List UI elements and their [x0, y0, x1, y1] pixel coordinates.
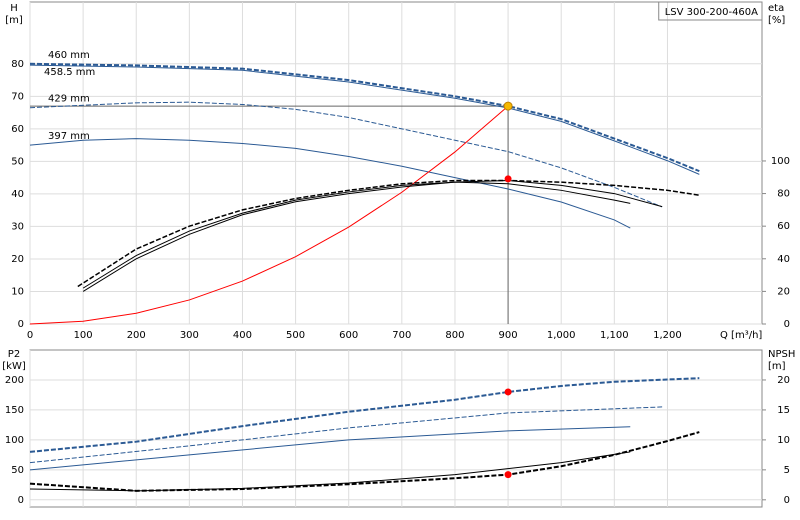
y-tick-label: 80	[11, 59, 24, 70]
y2-tick-label: 10	[777, 435, 790, 446]
curve	[29, 377, 700, 453]
y2-tick-label: 15	[777, 405, 790, 416]
y2-axis-label: eta	[768, 3, 784, 14]
curve	[29, 426, 631, 471]
y-axis-label: [kW]	[2, 361, 26, 372]
y2-axis-label: NPSH	[768, 349, 795, 360]
y-tick-label: 0	[18, 319, 24, 330]
x-tick-label: 0	[27, 330, 33, 341]
y-tick-label: 60	[11, 124, 24, 135]
curve-label: 458.5 mm	[44, 67, 95, 78]
operating-marker	[504, 471, 512, 479]
x-tick-label: 1,200	[653, 330, 682, 341]
curve-label: 460 mm	[48, 50, 90, 61]
x-tick-label: 400	[233, 330, 252, 341]
y2-axis-label: [%]	[768, 15, 785, 26]
y2-tick-label: 60	[777, 221, 790, 232]
y-tick-label: 150	[5, 405, 24, 416]
y-tick-label: 10	[11, 286, 24, 297]
operating-marker	[504, 175, 512, 183]
title-box	[658, 1, 763, 21]
y2-tick-label: 20	[777, 375, 790, 386]
x-tick-label: 600	[339, 330, 358, 341]
curve	[82, 181, 631, 292]
y-tick-label: 70	[11, 91, 24, 102]
x-tick-label: 200	[127, 330, 146, 341]
plot-area	[29, 1, 763, 325]
y-tick-label: 100	[5, 435, 24, 446]
operating-marker	[503, 101, 513, 111]
curve	[29, 138, 631, 229]
y-tick-label: 20	[11, 254, 24, 265]
curve	[82, 180, 663, 289]
y2-tick-label: 40	[777, 254, 790, 265]
x-tick-label: 300	[180, 330, 199, 341]
y-axis-label: P2	[8, 349, 20, 360]
y2-tick-label: 20	[777, 286, 790, 297]
y2-tick-label: 5	[784, 465, 790, 476]
plot-area	[29, 349, 763, 508]
y-axis-label: H	[10, 3, 18, 14]
curve	[29, 64, 700, 175]
y-tick-label: 40	[11, 189, 24, 200]
y2-axis-label: [m]	[768, 361, 786, 372]
curve	[29, 105, 509, 325]
operating-marker	[504, 388, 512, 396]
y-tick-label: 0	[18, 495, 24, 506]
curve-label: 429 mm	[48, 94, 90, 105]
x-tick-label: 1,100	[600, 330, 629, 341]
y-tick-label: 30	[11, 221, 24, 232]
y2-tick-label: 100	[771, 156, 790, 167]
curve	[29, 406, 663, 464]
x-tick-label: 700	[392, 330, 411, 341]
x-tick-label: 900	[499, 330, 518, 341]
y-tick-label: 50	[11, 156, 24, 167]
curve-label: 397 mm	[48, 131, 90, 142]
chart-title: LSV 300-200-460A	[665, 7, 758, 18]
y-axis-label: [m]	[5, 15, 23, 26]
y-tick-label: 50	[11, 465, 24, 476]
x-axis-label: Q [m³/h]	[720, 330, 762, 341]
x-tick-label: 500	[286, 330, 305, 341]
curve	[29, 101, 663, 208]
x-tick-label: 800	[445, 330, 464, 341]
curve	[29, 431, 700, 492]
curve	[77, 179, 700, 288]
y2-tick-label: 80	[777, 189, 790, 200]
curve	[29, 62, 700, 173]
y2-tick-label: 0	[784, 495, 790, 506]
curve	[29, 451, 631, 492]
x-tick-label: 1,000	[547, 330, 576, 341]
x-tick-label: 100	[74, 330, 93, 341]
y-tick-label: 200	[5, 375, 24, 386]
y2-tick-label: 0	[784, 319, 790, 330]
